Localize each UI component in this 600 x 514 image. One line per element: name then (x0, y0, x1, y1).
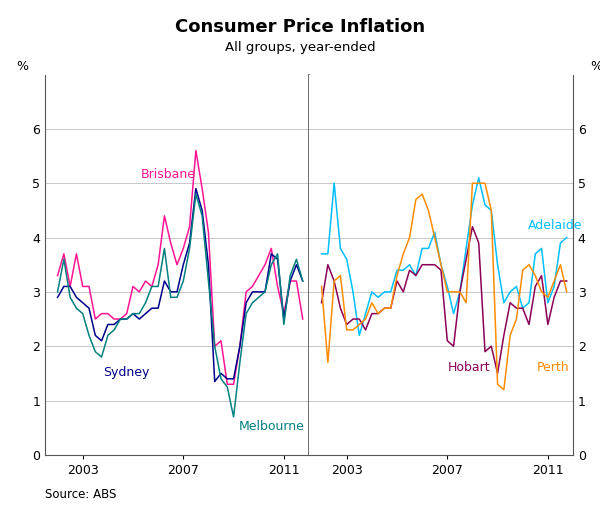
Text: Consumer Price Inflation: Consumer Price Inflation (175, 18, 425, 36)
Text: %: % (16, 60, 28, 72)
Text: Brisbane: Brisbane (140, 168, 196, 181)
Text: Melbourne: Melbourne (239, 420, 304, 433)
Text: Perth: Perth (536, 361, 569, 374)
Text: Sydney: Sydney (103, 366, 149, 379)
Text: %: % (590, 60, 600, 72)
Text: All groups, year-ended: All groups, year-ended (224, 41, 376, 54)
Text: Adelaide: Adelaide (528, 219, 582, 232)
Text: Source: ABS: Source: ABS (45, 488, 116, 501)
Text: Hobart: Hobart (447, 361, 490, 374)
